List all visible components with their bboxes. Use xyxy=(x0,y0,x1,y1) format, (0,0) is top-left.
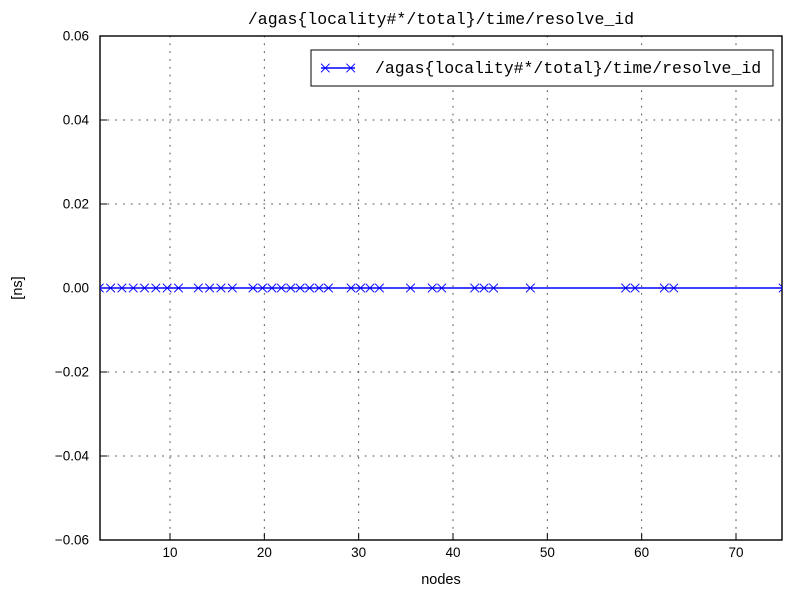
svg-text:40: 40 xyxy=(445,545,460,560)
svg-text:30: 30 xyxy=(351,545,366,560)
svg-text:0.06: 0.06 xyxy=(63,29,89,44)
svg-text:[ns]: [ns] xyxy=(10,276,26,299)
svg-text:20: 20 xyxy=(257,545,272,560)
svg-text:60: 60 xyxy=(634,545,649,560)
svg-text:−0.04: −0.04 xyxy=(55,449,90,464)
svg-text:0.00: 0.00 xyxy=(63,281,89,296)
svg-text:/agas{locality#*/total}/time/r: /agas{locality#*/total}/time/resolve_id xyxy=(248,10,634,29)
svg-text:70: 70 xyxy=(728,545,743,560)
svg-text:−0.02: −0.02 xyxy=(55,365,89,380)
svg-text:nodes: nodes xyxy=(421,572,461,588)
svg-text:0.04: 0.04 xyxy=(63,113,90,128)
svg-text:50: 50 xyxy=(540,545,555,560)
svg-text:/agas{locality#*/total}/time/r: /agas{locality#*/total}/time/resolve_id xyxy=(375,59,761,78)
svg-text:−0.06: −0.06 xyxy=(55,533,89,548)
svg-text:10: 10 xyxy=(162,545,177,560)
svg-text:0.02: 0.02 xyxy=(63,197,89,212)
